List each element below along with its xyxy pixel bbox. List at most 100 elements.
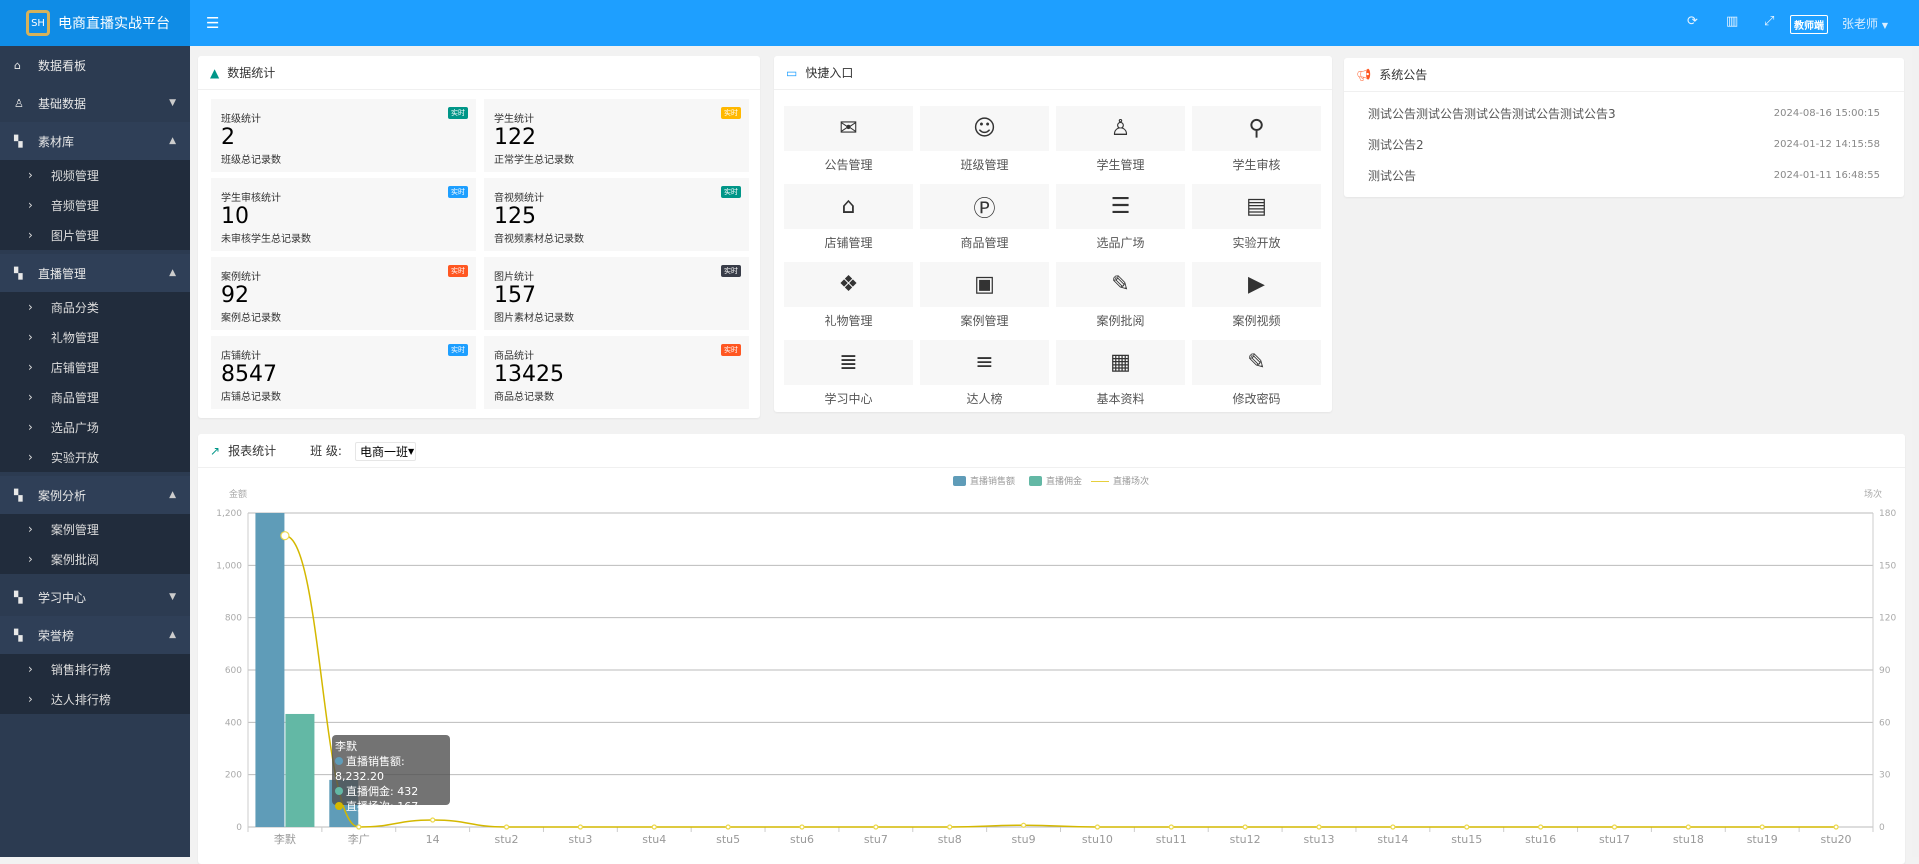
male-icon[interactable]: ♙ bbox=[1056, 106, 1185, 151]
sidebar-item[interactable]: ▚ 素材库 ▲ bbox=[0, 122, 190, 160]
stat-subtitle: 音视频素材总记录数 bbox=[494, 234, 584, 245]
sidebar-item[interactable]: ▚ 荣誉榜 ▲ bbox=[0, 616, 190, 654]
x-tick-label: stu4 bbox=[642, 833, 666, 846]
tooltip-title: 李默 bbox=[335, 740, 357, 753]
sidebar-subitem[interactable]: › 选品广场 bbox=[0, 412, 190, 442]
logo[interactable]: SH 电商直播实战平台 bbox=[0, 0, 190, 46]
fullscreen-icon[interactable]: ⤢ bbox=[1764, 14, 1775, 29]
briefcase-icon[interactable]: ▣ bbox=[920, 262, 1049, 307]
sidebar-item[interactable]: ▚ 直播管理 ▲ bbox=[0, 254, 190, 292]
product-hunt-icon[interactable]: Ⓟ bbox=[920, 184, 1049, 229]
y-tick-label-left: 1,200 bbox=[216, 509, 242, 519]
quick-tile-label[interactable]: 案例管理 bbox=[960, 314, 1009, 328]
chevron-right-icon: › bbox=[28, 360, 33, 374]
street-view-icon[interactable]: ⚲ bbox=[1192, 106, 1321, 151]
sidebar-submenu: › 商品分类 › 礼物管理 › 店铺管理 › 商品管理 › 选品广场 › 实验开放 bbox=[0, 292, 190, 472]
notice-title[interactable]: 测试公告2 bbox=[1368, 138, 1424, 152]
stat-card: 音视频统计 125 音视频素材总记录数 实时 bbox=[484, 178, 749, 251]
gift-icon[interactable]: ❖ bbox=[784, 262, 913, 307]
quick-tile-label[interactable]: 学习中心 bbox=[824, 392, 873, 406]
sidebar-subitem[interactable]: › 销售排行榜 bbox=[0, 654, 190, 684]
quick-tile-label[interactable]: 基本资料 bbox=[1096, 392, 1145, 406]
sidebar-item[interactable]: ▚ 案例分析 ▲ bbox=[0, 476, 190, 514]
stat-card: 图片统计 157 图片素材总记录数 实时 bbox=[484, 257, 749, 330]
edit-icon[interactable]: ✎ bbox=[1056, 262, 1185, 307]
apps-icon: ▚ bbox=[14, 628, 23, 642]
quick-tile-label[interactable]: 学生管理 bbox=[1096, 158, 1145, 172]
notice-title[interactable]: 测试公告 bbox=[1368, 169, 1417, 183]
quick-tile-label[interactable]: 店铺管理 bbox=[824, 236, 873, 250]
notice-item[interactable]: 测试公告2 2024-01-12 14:15:58 bbox=[1368, 136, 1880, 153]
legend-line-icon bbox=[1091, 480, 1109, 489]
sidebar-item-label: 基础数据 bbox=[38, 96, 87, 111]
sidebar-subitem[interactable]: › 音频管理 bbox=[0, 190, 190, 220]
comment-icon[interactable]: ✉ bbox=[784, 106, 913, 151]
sidebar-subitem[interactable]: › 达人排行榜 bbox=[0, 684, 190, 714]
sidebar-subitem[interactable]: › 礼物管理 bbox=[0, 322, 190, 352]
stat-card: 店铺统计 8547 店铺总记录数 实时 bbox=[211, 336, 476, 409]
sidebar-submenu: › 案例管理 › 案例批阅 bbox=[0, 514, 190, 574]
sidebar-subitem[interactable]: › 商品分类 bbox=[0, 292, 190, 322]
quick-tile-label[interactable]: 班级管理 bbox=[960, 158, 1009, 172]
sidebar-subitem[interactable]: › 店铺管理 bbox=[0, 352, 190, 382]
list-alt-icon[interactable]: ▦ bbox=[1056, 340, 1185, 385]
stat-label: 案例统计 bbox=[221, 272, 261, 283]
x-tick-label: stu20 bbox=[1821, 833, 1852, 846]
legend-label: 直播场次 bbox=[1113, 477, 1150, 487]
sidebar-subitem[interactable]: › 商品管理 bbox=[0, 382, 190, 412]
quick-tile-label[interactable]: 实验开放 bbox=[1232, 236, 1281, 250]
quick-tile-label[interactable]: 礼物管理 bbox=[824, 314, 873, 328]
legend-item[interactable]: 直播场次 bbox=[1091, 474, 1149, 487]
legend-item[interactable]: 直播佣金 bbox=[1029, 474, 1082, 487]
notice-item[interactable]: 测试公告 2024-01-11 16:48:55 bbox=[1368, 167, 1880, 184]
refresh-icon[interactable]: ⟳ bbox=[1687, 14, 1698, 29]
stat-label: 图片统计 bbox=[494, 272, 534, 283]
sidebar-item[interactable]: ♙ 基础数据 ▼ bbox=[0, 84, 190, 122]
sidebar-item[interactable]: ▚ 学习中心 ▼ bbox=[0, 578, 190, 616]
notice-title[interactable]: 测试公告测试公告测试公告测试公告测试公告3 bbox=[1368, 107, 1616, 121]
sidebar-subitem[interactable]: › 视频管理 bbox=[0, 160, 190, 190]
quick-tile-label[interactable]: 公告管理 bbox=[824, 158, 873, 172]
quick-tile-label[interactable]: 达人榜 bbox=[966, 392, 1003, 406]
sidebar-subitem-label: 商品管理 bbox=[50, 390, 99, 405]
quick-tile-label[interactable]: 案例视频 bbox=[1232, 314, 1281, 328]
quick-tile-label[interactable]: 选品广场 bbox=[1096, 236, 1145, 250]
legend-item[interactable]: 直播销售额 bbox=[953, 474, 1015, 487]
edit-icon[interactable]: ✎ bbox=[1192, 340, 1321, 385]
stat-value: 10 bbox=[221, 204, 249, 229]
line-point bbox=[1833, 824, 1839, 830]
user-menu[interactable]: 张老师 ▼ bbox=[1842, 15, 1888, 32]
sidebar-subitem[interactable]: › 实验开放 bbox=[0, 442, 190, 472]
sidebar-subitem[interactable]: › 图片管理 bbox=[0, 220, 190, 250]
quick-tile-label[interactable]: 修改密码 bbox=[1232, 392, 1281, 406]
quick-tile-label[interactable]: 案例批阅 bbox=[1096, 314, 1145, 328]
sidebar-item[interactable]: ⌂ 数据看板 bbox=[0, 46, 190, 84]
tasks-icon[interactable]: ☰ bbox=[1056, 184, 1185, 229]
list-ol-icon[interactable]: ≡ bbox=[920, 340, 1049, 385]
quick-tile-label[interactable]: 商品管理 bbox=[960, 236, 1009, 250]
video-camera-icon[interactable]: ▶ bbox=[1192, 262, 1321, 307]
bank-icon[interactable]: ⌂ bbox=[784, 184, 913, 229]
realtime-badge: 实时 bbox=[721, 265, 741, 277]
caret-up-icon: ▲ bbox=[169, 268, 176, 278]
notice-item[interactable]: 测试公告测试公告测试公告测试公告测试公告3 2024-08-16 15:00:15 bbox=[1368, 105, 1880, 122]
stat-subtitle: 案例总记录数 bbox=[221, 313, 281, 324]
class-select-value: 电商一班 bbox=[360, 445, 409, 459]
class-select[interactable]: 电商一班 ▼ bbox=[355, 442, 416, 461]
x-tick-label: stu18 bbox=[1673, 833, 1704, 846]
y-tick-label-right: 0 bbox=[1879, 823, 1885, 833]
file-text-icon[interactable]: ≣ bbox=[784, 340, 913, 385]
apps-icon: ▚ bbox=[14, 590, 23, 604]
users-icon[interactable]: ☺ bbox=[920, 106, 1049, 151]
tooltip-row: 直播销售额: 8,232.20 bbox=[335, 755, 405, 783]
sidebar-subitem[interactable]: › 案例批阅 bbox=[0, 544, 190, 574]
quick-tile-label[interactable]: 学生审核 bbox=[1232, 158, 1281, 172]
legend-swatch-icon bbox=[1029, 475, 1042, 486]
scrollbar[interactable] bbox=[1912, 46, 1919, 857]
y-tick-label-right: 120 bbox=[1879, 614, 1896, 624]
caret-down-icon: ▼ bbox=[169, 98, 176, 108]
trash-icon[interactable]: ▥ bbox=[1726, 14, 1739, 29]
newspaper-icon[interactable]: ▤ bbox=[1192, 184, 1321, 229]
sidebar-subitem[interactable]: › 案例管理 bbox=[0, 514, 190, 544]
menu-toggle-icon[interactable]: ☰ bbox=[206, 14, 220, 32]
